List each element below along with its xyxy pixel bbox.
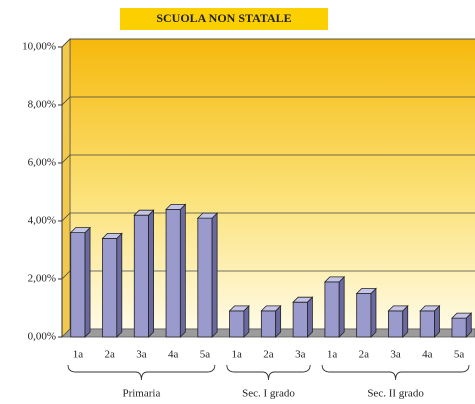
bar-side bbox=[179, 203, 186, 338]
bar bbox=[102, 237, 118, 338]
bar bbox=[324, 281, 340, 338]
grid-line bbox=[61, 38, 475, 48]
group-brace bbox=[226, 364, 311, 381]
y-tick-label: 2,00% bbox=[28, 273, 56, 285]
bar-top bbox=[196, 212, 219, 219]
bar bbox=[419, 310, 435, 338]
bar bbox=[197, 217, 213, 338]
grid-line bbox=[61, 212, 475, 222]
group-label: Primaria bbox=[122, 388, 160, 400]
bar-top bbox=[228, 305, 250, 312]
x-tick-label: 5a bbox=[200, 349, 211, 361]
bar-top bbox=[260, 305, 282, 312]
title-box bbox=[120, 8, 328, 30]
chart-title: SCUOLA NON STATALE bbox=[156, 11, 291, 25]
x-tick-label: 2a bbox=[359, 349, 370, 361]
bar-side bbox=[370, 287, 377, 338]
bar-side bbox=[116, 232, 123, 338]
bar bbox=[292, 301, 308, 338]
bar-side bbox=[307, 296, 313, 338]
bar-top bbox=[419, 305, 441, 312]
bar-top bbox=[451, 312, 473, 319]
x-tick-label: 2a bbox=[104, 349, 115, 361]
bar-top bbox=[323, 276, 346, 283]
y-tick-label: 10,00% bbox=[22, 41, 56, 53]
bar bbox=[260, 310, 277, 338]
bar-top bbox=[101, 232, 123, 239]
group-brace bbox=[321, 364, 470, 381]
bar-top bbox=[165, 203, 187, 210]
bar bbox=[451, 317, 467, 338]
bar-top bbox=[133, 209, 155, 216]
x-tick-label: 5a bbox=[454, 349, 465, 361]
bar-top bbox=[355, 288, 377, 294]
y-tick-label: 0,00% bbox=[28, 331, 56, 343]
group-brace bbox=[67, 364, 216, 381]
x-tick-label: 1a bbox=[327, 349, 338, 361]
group-label: Sec. II grado bbox=[367, 388, 424, 400]
grid-line bbox=[61, 154, 475, 164]
bar bbox=[133, 214, 149, 338]
plot-wall bbox=[69, 38, 475, 330]
bar bbox=[165, 208, 181, 338]
bar-top bbox=[292, 296, 314, 303]
x-tick-label: 3a bbox=[295, 349, 306, 361]
group-label: Sec. I grado bbox=[242, 388, 295, 400]
bar-side bbox=[84, 226, 91, 338]
x-tick-label: 2a bbox=[263, 349, 274, 361]
bar-side bbox=[211, 212, 218, 338]
bar bbox=[356, 293, 372, 338]
x-tick-label: 1a bbox=[232, 349, 243, 361]
bar-side bbox=[148, 209, 154, 338]
bar-top bbox=[387, 305, 409, 312]
x-tick-label: 3a bbox=[390, 349, 401, 361]
bar bbox=[229, 310, 245, 338]
y-tick-label: 6,00% bbox=[28, 157, 56, 169]
side-wall bbox=[61, 38, 71, 338]
grid-line bbox=[61, 270, 475, 280]
x-tick-label: 3a bbox=[136, 349, 147, 361]
bar-top bbox=[69, 227, 91, 234]
grid-line bbox=[61, 96, 475, 106]
x-tick-label: 1a bbox=[73, 349, 84, 361]
y-tick-label: 4,00% bbox=[28, 215, 56, 227]
y-tick-label: 8,00% bbox=[28, 99, 56, 111]
x-tick-label: 4a bbox=[168, 349, 179, 361]
bar-side bbox=[338, 275, 345, 338]
bar bbox=[70, 232, 86, 338]
bar bbox=[388, 310, 404, 338]
x-tick-label: 4a bbox=[422, 349, 433, 361]
